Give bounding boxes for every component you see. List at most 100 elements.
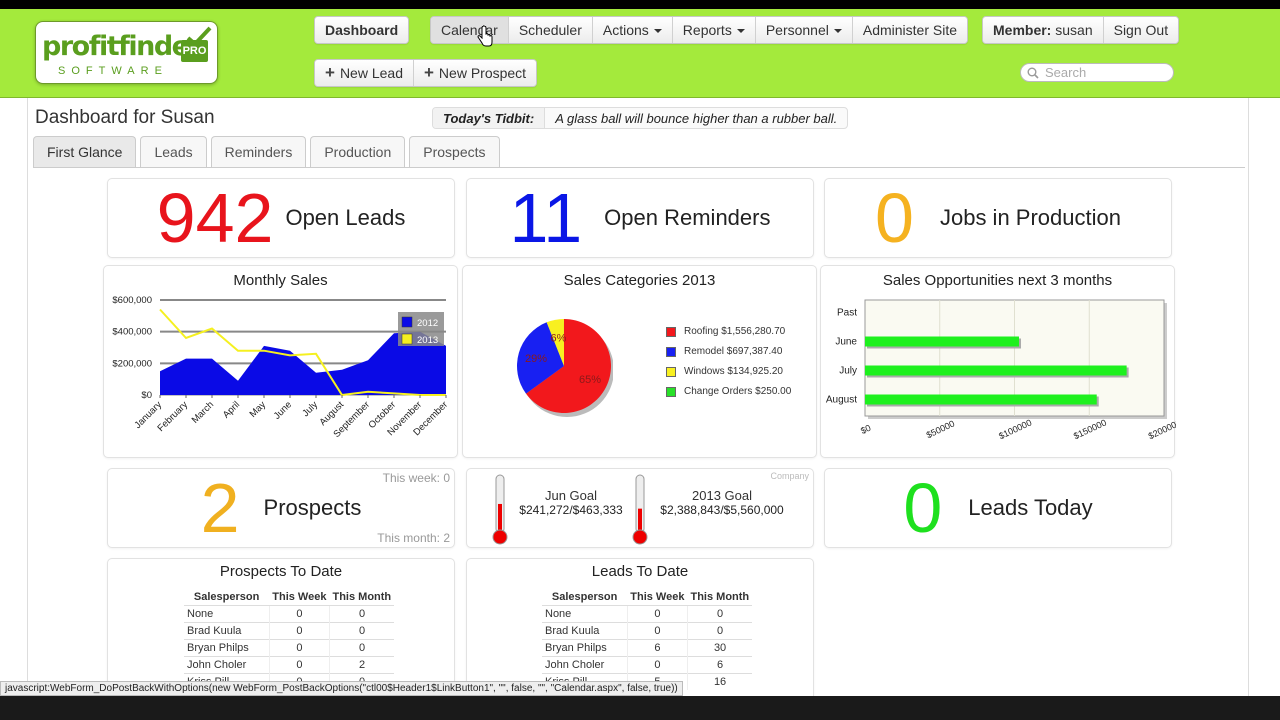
table-cell: 16 xyxy=(686,673,753,690)
prospects-to-date-panel: Prospects To Date Salesperson This Week Th… xyxy=(107,558,455,703)
thermometer-bulb xyxy=(492,529,508,545)
chevron-down-icon xyxy=(653,29,662,33)
logo-wordmark: profitfinder xyxy=(42,31,202,62)
tab-leads[interactable]: Leads xyxy=(140,136,207,167)
open-reminders-count: 11 xyxy=(509,179,583,257)
sales-opportunities-chart: $0 $50000 $100000 $150000 $200000 Past June Jul… xyxy=(826,299,1176,441)
year-goal-value: $2,388,843/$5,560,000 xyxy=(660,503,784,517)
legend-label: Change Orders $250.00 xyxy=(684,386,792,397)
series-2013-line xyxy=(159,308,446,397)
open-reminders-panel[interactable]: 11 Open Reminders xyxy=(466,178,814,258)
x-tick-label: July xyxy=(300,399,320,419)
x-tick-label: $100000 xyxy=(997,417,1033,441)
x-tick-label: May xyxy=(248,399,269,420)
dashboard-button[interactable]: Dashboard xyxy=(315,17,409,43)
leads-today-label: Leads Today xyxy=(968,495,1093,520)
column-header: Salesperson xyxy=(551,591,618,603)
legend-label: 2013 xyxy=(417,335,438,346)
table-cell: 2 xyxy=(328,656,395,674)
y-category-label: August xyxy=(826,395,857,406)
chevron-down-icon xyxy=(736,29,745,33)
logo-pro-badge: PRO xyxy=(181,40,208,62)
table-row: None 0 0 xyxy=(542,605,753,623)
leads-today-panel[interactable]: 0 Leads Today xyxy=(824,468,1172,548)
nav-personnel-label: Personnel xyxy=(765,22,829,38)
y-category-label: July xyxy=(839,366,857,377)
search-input[interactable] xyxy=(1045,65,1165,80)
nav-administer-site[interactable]: Administer Site xyxy=(852,17,968,43)
nav-scheduler[interactable]: Scheduler xyxy=(508,17,593,43)
column-header: This Month xyxy=(690,591,750,603)
sign-out-button[interactable]: Sign Out xyxy=(1103,17,1179,43)
jobs-production-label: Jobs in Production xyxy=(939,205,1121,230)
table-cell: 0 xyxy=(268,656,330,674)
table-header-row: Salesperson This Week This Month xyxy=(184,589,394,606)
tab-production[interactable]: Production xyxy=(310,136,406,167)
column-header: This Week xyxy=(272,591,327,603)
leads-today-count: 0 xyxy=(903,469,943,547)
table-row: Brad Kuula 0 0 xyxy=(184,622,395,640)
jun-goal-name: Jun Goal xyxy=(544,488,598,503)
table-row: John Choler 0 6 xyxy=(542,656,753,674)
plus-icon: + xyxy=(423,63,434,82)
search-icon xyxy=(1027,67,1039,79)
member-label: Member: xyxy=(993,22,1052,38)
open-leads-count: 942 xyxy=(156,179,274,257)
x-tick-label: $200000 xyxy=(1147,417,1176,441)
legend-swatch xyxy=(666,326,676,337)
legend-swatch xyxy=(401,316,413,328)
table-cell: John Choler xyxy=(542,656,628,674)
new-lead-label: New Lead xyxy=(339,65,403,81)
prospects-to-date-title: Prospects To Date xyxy=(219,563,343,580)
prospects-this-week: This week: 0 xyxy=(382,471,450,485)
new-prospect-button[interactable]: + New Prospect xyxy=(413,60,537,86)
thermometer-icon xyxy=(492,474,508,545)
search-box[interactable] xyxy=(1020,63,1174,82)
table-cell: 0 xyxy=(268,639,330,657)
pie-slice xyxy=(546,319,564,366)
nav-reports[interactable]: Reports xyxy=(672,17,756,43)
nav-calendar[interactable]: Calendar xyxy=(431,17,509,43)
tab-prospects[interactable]: Prospects xyxy=(409,136,500,167)
jun-goal: Jun Goal $241,272/$463,333 xyxy=(511,488,631,517)
legend-swatch xyxy=(666,366,676,377)
table-cell: Brad Kuula xyxy=(542,622,628,640)
jobs-production-panel[interactable]: 0 Jobs in Production xyxy=(824,178,1172,258)
table-row: Bryan Philps 0 0 xyxy=(184,639,395,657)
table-row: None 0 0 xyxy=(184,605,395,623)
y-category-label: June xyxy=(835,337,857,348)
prospects-count: 2 xyxy=(200,469,240,547)
table-cell: 0 xyxy=(328,605,395,623)
open-leads-panel[interactable]: 942 Open Leads xyxy=(107,178,455,258)
leads-to-date-title: Leads To Date xyxy=(591,563,689,580)
table-cell: 0 xyxy=(626,656,688,674)
new-lead-button[interactable]: + New Lead xyxy=(315,60,414,86)
x-tick-label: June xyxy=(272,399,294,421)
tab-reminders[interactable]: Reminders xyxy=(210,136,307,167)
legend-label: Roofing $1,556,280.70 xyxy=(684,326,786,337)
tab-first-glance[interactable]: First Glance xyxy=(33,136,137,167)
checkmark-icon xyxy=(186,26,212,46)
pie-slice xyxy=(517,322,564,394)
table-cell: 0 xyxy=(626,605,688,623)
table-row: Brad Kuula 0 0 xyxy=(542,622,753,640)
table-cell: 30 xyxy=(686,639,753,657)
hand-cursor-icon xyxy=(477,26,493,47)
member-group: Member: susan Sign Out xyxy=(982,16,1180,44)
leads-to-date-table: Salesperson This Week This Month None 0 0 Brad… xyxy=(542,589,753,690)
nav-personnel[interactable]: Personnel xyxy=(755,17,853,43)
year-goal-name: 2013 Goal xyxy=(692,488,752,503)
top-header: profitfinder PRO SOFTWARE Dashboard Cale… xyxy=(0,9,1280,98)
sales-categories-title: Sales Categories 2013 xyxy=(563,272,716,289)
tidbit-text: A glass ball will bounce higher than a r… xyxy=(555,110,838,126)
x-tick-label: $150000 xyxy=(1072,417,1108,441)
logo[interactable]: profitfinder PRO SOFTWARE xyxy=(35,21,218,84)
table-cell: 0 xyxy=(328,639,395,657)
table-cell: 0 xyxy=(268,605,330,623)
legend-swatch xyxy=(401,333,413,345)
prospects-panel[interactable]: 2 Prospects This week: 0 This month: 2 xyxy=(107,468,455,548)
chevron-down-icon xyxy=(833,29,842,33)
nav-actions[interactable]: Actions xyxy=(592,17,673,43)
column-header: This Month xyxy=(332,591,392,603)
